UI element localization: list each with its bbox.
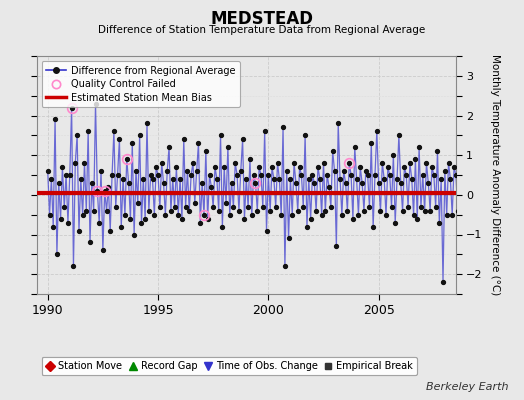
Text: Berkeley Earth: Berkeley Earth (426, 382, 508, 392)
Legend: Station Move, Record Gap, Time of Obs. Change, Empirical Break: Station Move, Record Gap, Time of Obs. C… (41, 357, 417, 375)
Y-axis label: Monthly Temperature Anomaly Difference (°C): Monthly Temperature Anomaly Difference (… (490, 54, 500, 296)
Text: Difference of Station Temperature Data from Regional Average: Difference of Station Temperature Data f… (99, 25, 425, 35)
Text: MEDSTEAD: MEDSTEAD (211, 10, 313, 28)
